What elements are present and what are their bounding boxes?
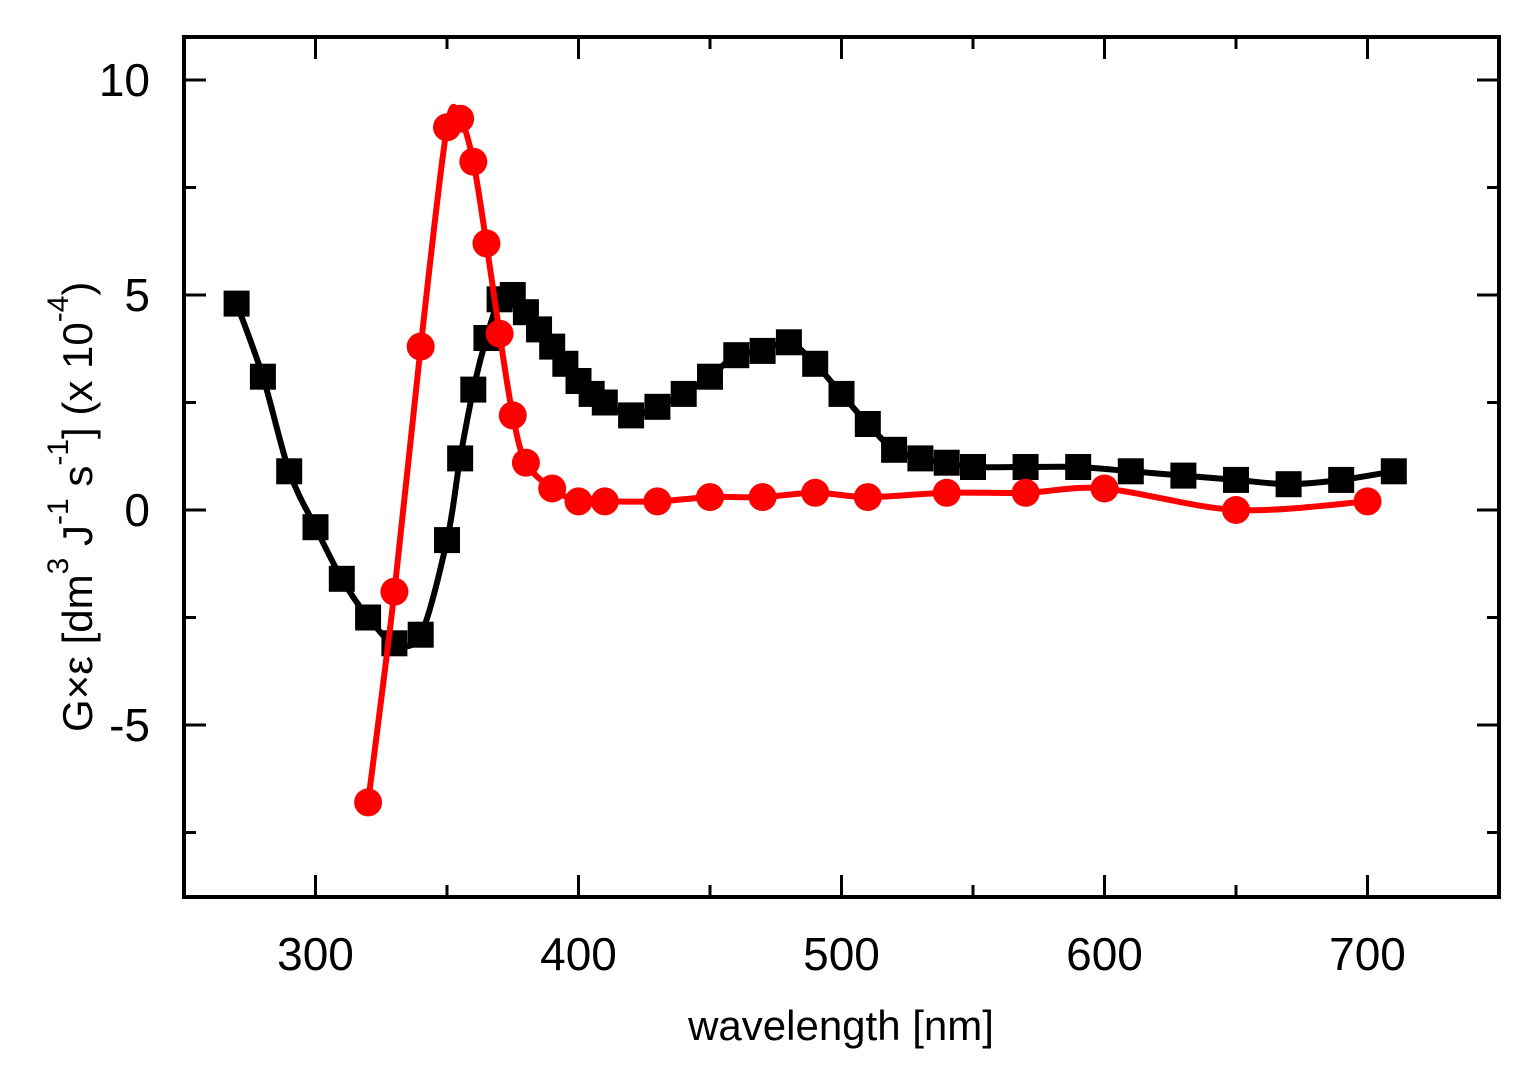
data-point-circle	[748, 483, 777, 512]
series-squares	[223, 282, 1407, 657]
data-point-square	[1328, 466, 1355, 493]
data-point-circle	[1353, 487, 1382, 516]
y-axis-title-mid-3: ] (x 10	[54, 322, 101, 439]
data-point-circle	[643, 487, 672, 516]
data-point-circle	[1222, 496, 1250, 524]
x-tick-label: 600	[1066, 928, 1143, 980]
data-point-circle	[1011, 478, 1040, 507]
data-point-square	[276, 458, 303, 485]
data-point-circle	[472, 229, 501, 258]
data-point-square	[328, 565, 355, 592]
data-point-square	[697, 363, 723, 390]
axis-ticks: 300 400 500 600 700 -5 0 5 10	[99, 37, 1501, 980]
data-point-circle	[446, 104, 475, 133]
data-point-square	[749, 337, 776, 364]
data-point-square	[802, 350, 829, 377]
y-axis-title-mid-2: s	[54, 466, 101, 499]
data-point-circle	[380, 577, 409, 606]
data-point-square	[723, 342, 750, 369]
data-point-square	[434, 527, 460, 554]
data-point-square	[447, 445, 474, 472]
x-tick-label: 500	[803, 928, 880, 980]
y-tick-label: 0	[124, 484, 150, 536]
series-circles	[354, 103, 1382, 817]
data-point-square	[302, 514, 329, 541]
y-axis-title-prefix: G×ε [dm	[54, 574, 101, 732]
x-tick-label: 700	[1329, 928, 1406, 980]
x-tick-label: 300	[277, 928, 354, 980]
x-tick-label: 400	[540, 928, 617, 980]
data-point-square	[933, 449, 960, 476]
data-point-square	[1275, 471, 1302, 498]
data-point-circle	[801, 478, 830, 507]
data-point-square	[1117, 458, 1144, 485]
y-axis-title-mid-1: J	[54, 525, 101, 558]
series-layer	[223, 103, 1407, 817]
data-point-square	[591, 389, 618, 416]
plot-frame	[182, 35, 1501, 899]
data-point-square	[854, 411, 881, 437]
data-point-circle	[932, 478, 961, 507]
data-point-circle	[511, 448, 540, 477]
data-point-circle	[498, 401, 527, 430]
data-point-square	[223, 290, 250, 317]
data-point-circle	[354, 788, 383, 817]
data-point-square	[355, 604, 382, 631]
x-axis-title: wavelength [nm]	[687, 1002, 994, 1049]
y-axis-title-sup-4: -4	[42, 296, 75, 323]
data-point-square	[775, 329, 802, 356]
data-point-circle	[853, 483, 882, 512]
data-point-square	[670, 380, 697, 407]
y-axis-title: G×ε [dm3 J-1 s-1] (x 10-4)	[42, 282, 101, 732]
data-point-square	[881, 436, 908, 463]
data-point-square	[907, 445, 934, 472]
data-point-square	[249, 363, 276, 390]
y-axis-title-sup-1: 3	[42, 558, 75, 575]
data-point-circle	[1090, 474, 1119, 503]
data-point-circle	[590, 487, 619, 516]
y-axis-title-sup-2: -1	[42, 498, 75, 525]
y-axis-title-sup-3: -1	[42, 439, 75, 466]
data-point-square	[618, 402, 645, 429]
y-tick-label: -5	[109, 699, 150, 751]
data-point-square	[407, 621, 434, 648]
data-point-circle	[696, 483, 724, 512]
y-axis-title-suffix: )	[54, 282, 101, 296]
data-point-square	[1065, 454, 1092, 480]
data-point-square	[1012, 454, 1039, 480]
data-point-square	[1170, 462, 1197, 489]
data-point-circle	[459, 147, 488, 176]
y-tick-label: 5	[124, 269, 150, 321]
data-point-square	[1223, 466, 1249, 493]
data-point-circle	[538, 474, 567, 503]
data-point-circle	[485, 319, 514, 348]
y-tick-label: 10	[99, 54, 150, 106]
data-point-square	[1380, 458, 1407, 485]
data-point-square	[460, 376, 487, 403]
data-point-circle	[564, 487, 593, 516]
data-point-circle	[406, 332, 435, 361]
data-point-square	[828, 380, 855, 407]
data-point-square	[644, 393, 671, 420]
data-point-square	[960, 454, 986, 480]
